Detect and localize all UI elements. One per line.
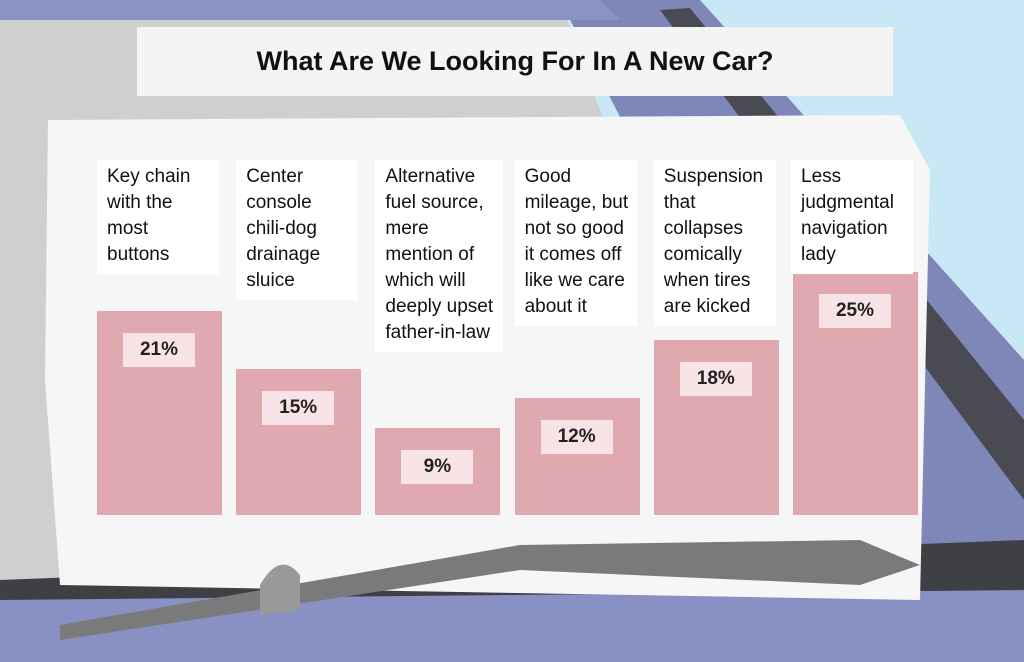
category-label: Key chain with the most buttons [97, 160, 219, 274]
value-label: 25% [819, 294, 891, 328]
category-label: Less judgmental navigation lady [791, 160, 913, 274]
category-label: Good mileage, but not so good it comes o… [514, 160, 637, 326]
value-label: 9% [401, 449, 474, 484]
value-label: 12% [540, 420, 613, 455]
category-label: Suspension that collapses comically when… [653, 160, 776, 326]
value-label: 15% [262, 391, 335, 426]
category-label: Center console chili-dog drainage sluice [236, 160, 359, 300]
value-label: 21% [123, 332, 195, 367]
bar [514, 398, 640, 515]
value-label: 18% [679, 362, 752, 397]
chart-title: What Are We Looking For In A New Car? [137, 27, 893, 96]
category-label: Alternative fuel source, mere mention of… [375, 160, 504, 352]
